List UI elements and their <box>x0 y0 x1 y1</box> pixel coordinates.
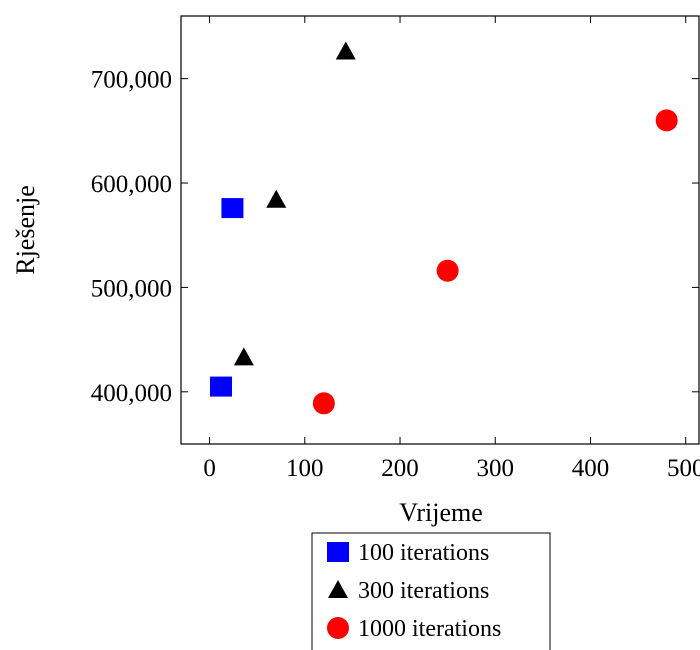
triangle-data-point <box>266 189 287 208</box>
legend: 100 iterations 300 iterations 1000 iterati… <box>311 532 551 650</box>
plot-frame <box>180 15 700 445</box>
x-axis-title: Vrijeme <box>399 498 483 527</box>
y-tick-label: 500,000 <box>91 275 172 302</box>
legend-label: 1000 iterations <box>358 616 501 642</box>
legend-triangle-icon <box>328 580 348 598</box>
legend-label: 100 iterations <box>358 540 489 566</box>
circle-data-point <box>655 109 678 132</box>
square-data-point <box>221 198 244 219</box>
x-tick-label: 300 <box>477 455 515 482</box>
x-tick-label: 400 <box>572 455 610 482</box>
triangle-data-point <box>335 41 356 60</box>
legend-circle-icon <box>327 617 349 639</box>
plot-area-border <box>180 15 700 445</box>
legend-square-icon <box>327 542 349 562</box>
x-tick-label: 500 <box>667 455 700 482</box>
data-points <box>209 41 678 415</box>
y-tick-label: 700,000 <box>91 67 172 94</box>
legend-box <box>311 532 551 650</box>
x-tick-label: 100 <box>286 455 324 482</box>
circle-data-point <box>436 259 459 282</box>
y-axis-title: Rješenje <box>11 185 40 275</box>
legend-label: 300 iterations <box>358 578 489 604</box>
ticks: 0 100 200 300 400 500 400,000 500,000 600,000 700… <box>91 16 700 482</box>
x-tick-label: 200 <box>381 455 419 482</box>
x-tick-label: 0 <box>203 455 216 482</box>
y-tick-label: 600,000 <box>91 171 172 198</box>
triangle-data-point <box>233 347 254 366</box>
y-tick-label: 400,000 <box>91 380 172 407</box>
square-data-point <box>209 376 232 397</box>
circle-data-point <box>312 392 335 415</box>
